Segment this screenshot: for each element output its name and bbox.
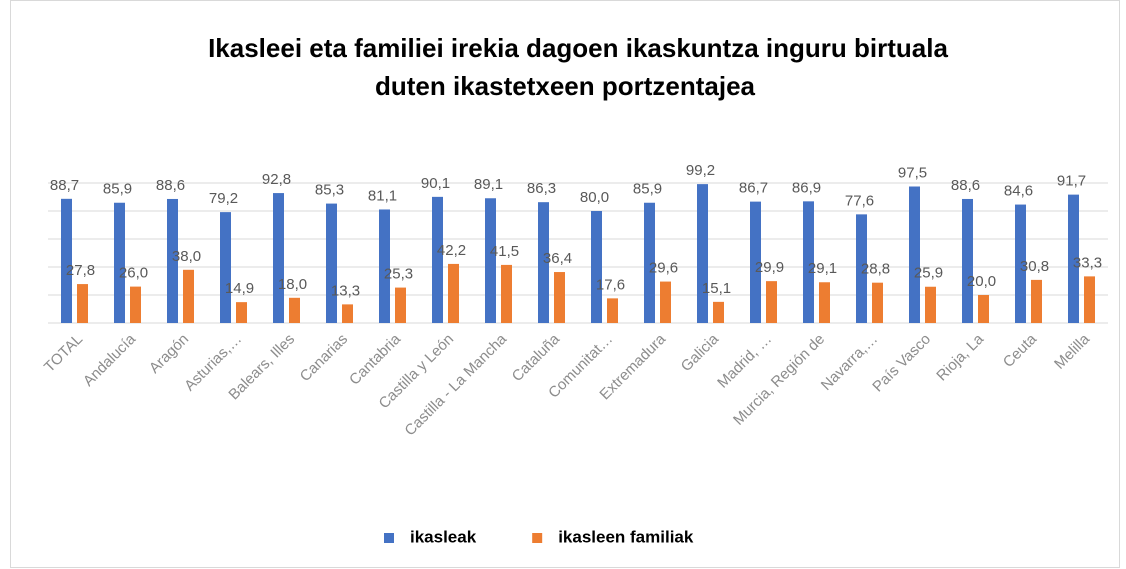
bar — [607, 298, 618, 323]
value-label: 88,7 — [50, 177, 79, 194]
value-label: 38,0 — [172, 248, 201, 265]
value-label: 97,5 — [898, 164, 927, 181]
value-label: 77,6 — [845, 192, 874, 209]
value-label: 85,3 — [315, 182, 344, 199]
value-label: 20,0 — [967, 273, 996, 290]
bar — [1084, 276, 1095, 323]
bar — [326, 203, 337, 323]
bar — [819, 282, 830, 323]
bar — [114, 202, 125, 323]
bar — [962, 198, 973, 323]
value-label: 13,3 — [331, 282, 360, 299]
bar — [77, 284, 88, 323]
bar — [220, 212, 231, 323]
value-label: 88,6 — [951, 177, 980, 194]
value-label: 85,9 — [103, 181, 132, 198]
bar — [644, 202, 655, 323]
value-label: 79,2 — [209, 190, 238, 207]
bar — [1068, 194, 1079, 323]
bar — [273, 193, 284, 323]
bar — [1015, 204, 1026, 323]
bar — [183, 269, 194, 323]
bar — [130, 286, 141, 323]
bar — [395, 287, 406, 323]
bar — [379, 209, 390, 323]
value-label: 29,6 — [649, 260, 678, 277]
chart-title: duten ikastetxeen portzentajea — [375, 71, 756, 101]
value-label: 14,9 — [225, 280, 254, 297]
value-label: 29,9 — [755, 259, 784, 276]
bar — [909, 186, 920, 323]
legend-swatch — [384, 533, 394, 543]
bar — [289, 297, 300, 323]
bar — [485, 198, 496, 323]
bar — [501, 264, 512, 323]
value-label: 15,1 — [702, 280, 731, 297]
bar — [448, 263, 459, 323]
bar — [856, 214, 867, 323]
value-label: 81,1 — [368, 187, 397, 204]
legend-label: ikasleen familiak — [558, 527, 694, 546]
legend-label: ikasleak — [410, 527, 477, 546]
value-label: 86,3 — [527, 180, 556, 197]
value-label: 18,0 — [278, 276, 307, 293]
value-label: 33,3 — [1073, 254, 1102, 271]
value-label: 88,6 — [156, 177, 185, 194]
bar — [432, 196, 443, 323]
legend-swatch — [532, 533, 543, 543]
bar — [167, 198, 178, 323]
value-label: 99,2 — [686, 162, 715, 179]
bar — [61, 198, 72, 323]
value-label: 29,1 — [808, 260, 837, 277]
bar — [766, 281, 777, 323]
bar — [554, 272, 565, 323]
value-label: 17,6 — [596, 276, 625, 293]
bar — [342, 304, 353, 323]
bar — [713, 301, 724, 323]
value-label: 90,1 — [421, 175, 450, 192]
value-label: 86,7 — [739, 180, 768, 197]
value-label: 28,8 — [861, 261, 890, 278]
value-label: 25,3 — [384, 266, 413, 283]
value-label: 36,4 — [543, 250, 572, 267]
bar — [660, 281, 671, 323]
value-label: 25,9 — [914, 265, 943, 282]
bar — [872, 282, 883, 323]
bar — [236, 302, 247, 323]
bar — [697, 184, 708, 323]
value-label: 30,8 — [1020, 258, 1049, 275]
value-label: 41,5 — [490, 243, 519, 260]
bar — [803, 201, 814, 323]
value-label: 84,6 — [1004, 183, 1033, 200]
value-label: 42,2 — [437, 242, 466, 259]
value-label: 92,8 — [262, 171, 291, 188]
value-label: 27,8 — [66, 262, 95, 279]
bar — [538, 202, 549, 323]
bar — [750, 201, 761, 323]
bar — [925, 286, 936, 323]
bar — [591, 211, 602, 323]
value-label: 91,7 — [1057, 173, 1086, 190]
chart-title: Ikasleei eta familiei irekia dagoen ikas… — [208, 33, 948, 63]
value-label: 80,0 — [580, 189, 609, 206]
bar — [1031, 279, 1042, 323]
value-label: 89,1 — [474, 176, 503, 193]
value-label: 86,9 — [792, 179, 821, 196]
bar — [978, 295, 989, 323]
value-label: 26,0 — [119, 265, 148, 282]
value-label: 85,9 — [633, 181, 662, 198]
